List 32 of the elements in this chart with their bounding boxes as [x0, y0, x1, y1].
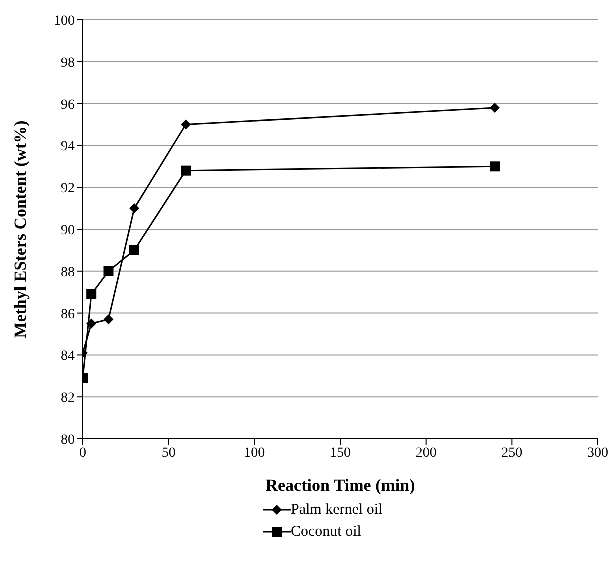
- y-tick-label: 94: [61, 140, 75, 155]
- y-tick-label: 82: [61, 391, 75, 406]
- y-tick-label: 96: [61, 98, 75, 113]
- y-tick-label: 92: [61, 182, 75, 197]
- x-tick-label: 150: [330, 446, 351, 461]
- y-tick-label: 90: [61, 223, 75, 238]
- point: [130, 204, 140, 214]
- x-tick-label: 50: [162, 446, 176, 461]
- point: [181, 166, 191, 176]
- x-tick-label: 250: [502, 446, 523, 461]
- y-tick-label: 86: [61, 307, 75, 322]
- x-tick-label: 200: [416, 446, 437, 461]
- y-tick-label: 80: [61, 432, 75, 448]
- y-tick-label: 88: [61, 265, 75, 280]
- x-axis-title: Reaction Time (min): [266, 476, 416, 495]
- x-tick-label: 100: [244, 446, 266, 461]
- y-tick-label: 84: [61, 349, 75, 364]
- point: [181, 120, 191, 130]
- legend-label: Palm kernel oil: [291, 502, 383, 518]
- point: [490, 162, 500, 172]
- point: [490, 102, 500, 113]
- point: [104, 314, 114, 325]
- y-axis-title: Methyl ESters Content (wt%): [11, 120, 30, 338]
- point: [86, 318, 97, 329]
- point: [86, 289, 97, 300]
- legend-label: Coconut oil: [291, 524, 362, 540]
- point: [104, 266, 114, 276]
- x-tick-label: 0: [80, 446, 86, 461]
- point: [130, 245, 140, 256]
- y-tick-label: 98: [61, 56, 75, 71]
- x-tick-label: 300: [588, 446, 608, 461]
- y-tick-label: 100: [54, 14, 75, 29]
